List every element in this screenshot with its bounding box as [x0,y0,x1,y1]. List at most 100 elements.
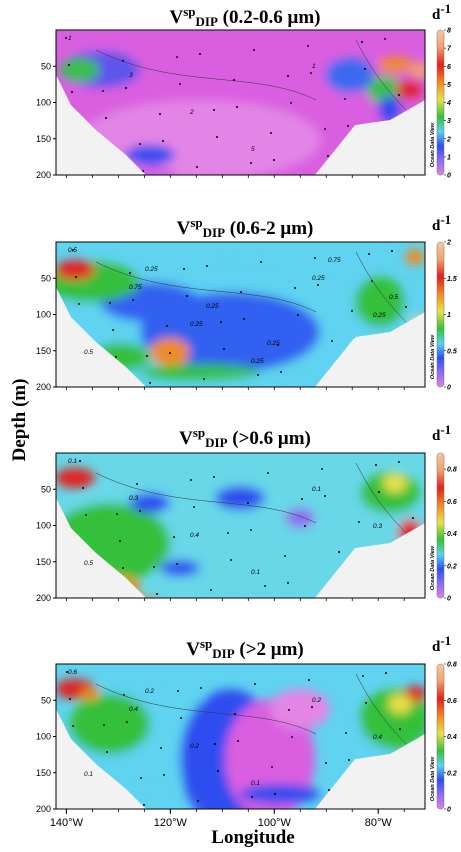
contour-line [95,683,317,735]
station-point [139,143,141,145]
station-point [297,314,299,316]
colorbar-tick-label: 6 [447,64,451,71]
station-point [368,253,370,255]
station-point [179,83,181,85]
field-region [80,688,100,700]
station-point [311,706,313,708]
section-field [56,30,425,175]
station-point [159,113,161,115]
contour-label: 1 [68,35,72,42]
title-sub: DIP [212,646,234,661]
field-region [405,249,425,265]
station-point [358,521,360,523]
contour-label: 5 [251,146,255,153]
y-tick-label: 150 [36,768,51,778]
contour-line [95,472,317,524]
colorbar-tick-label: 1 [447,312,451,319]
colorbar-tick-label: 0.6 [447,698,457,705]
station-point [399,728,401,730]
station-point [216,136,218,138]
unit-label: d-1 [432,212,451,234]
panel-4: VspDIP (>2 μm) d-1 0.6 0.4 0.2 0.1 0.2 0.4 0.1 0.… [36,633,457,829]
contour-label: 0.3 [373,523,382,530]
station-point [257,374,259,376]
station-point [331,340,333,342]
station-point [267,472,269,474]
station-point [227,532,229,534]
contour-label: 0.4 [129,706,138,713]
station-point [65,37,67,39]
station-point [260,261,262,263]
field-region [215,486,265,510]
station-point [162,140,164,142]
title-main: V [177,218,191,239]
contour-label: 0.75 [129,284,142,291]
x-axis-title: Longitude [211,827,294,848]
unit-label: d-1 [432,633,451,655]
panel-3: VspDIP (>0.6 μm) d-1 0.1 0.3 0.4 0.1 0.1 0.3 0.5… [36,422,457,618]
station-point [236,106,238,108]
contour-label: 0.2 [145,688,154,695]
x-tick-label: 80°W [365,817,393,829]
field-region [140,364,260,380]
station-point [200,687,202,689]
station-point [291,736,293,738]
station-point [405,306,407,308]
field-region [325,57,375,93]
station-point [156,593,158,595]
station-point [364,68,366,70]
y-tick-label: 100 [36,732,51,742]
field-region [115,598,165,618]
colorbar [436,663,445,810]
field-region [130,493,170,513]
colorbar-tick-label: 7 [447,46,452,53]
station-point [277,344,279,346]
station-point [122,567,124,569]
contour-label: 0.4 [190,532,199,539]
contour-label: 0.25 [312,275,325,282]
station-point [143,804,145,806]
contour-label: 0.5 [84,560,93,567]
contour-label: 0.2 [312,697,321,704]
station-point [250,529,252,531]
colorbar-tick-label: 1 [447,154,451,161]
panel-title: VspDIP (0.6-2 μm) [177,215,314,240]
station-point [254,683,256,685]
colorbar-tick-label: 3 [447,118,451,125]
station-point [301,498,303,500]
contour-label: 0.1 [251,569,260,576]
station-point [119,540,121,542]
station-point [384,38,386,40]
station-point [385,672,387,674]
field-region [360,689,425,749]
title-main: V [186,639,200,660]
station-point [375,464,377,466]
contour-label: 0.1 [84,771,93,778]
title-main: V [179,428,193,449]
station-point [116,513,118,515]
contour-label: 0.4 [373,734,382,741]
station-point [173,536,175,538]
colorbar-tick-label: 0.8 [447,662,457,669]
title-sub: DIP [196,14,218,29]
station-point [327,155,329,157]
station-point [206,265,208,267]
station-point [102,90,104,92]
contour-label: 0.3 [129,495,138,502]
y-tick-label: 50 [41,484,51,494]
station-point [72,249,74,251]
station-point [328,789,330,791]
ocean-data-view-watermark: Ocean Data View [430,756,436,801]
field-region [70,694,150,754]
station-point [78,303,80,305]
contour-label: 0.6 [68,669,77,676]
station-point [361,41,363,43]
contour-label: 0.25 [190,321,203,328]
station-point [160,747,162,749]
title-rest: (>0.6 μm) [228,428,311,449]
colorbar-tick-label: 2 [446,240,451,247]
colorbar-tick-label: 0.8 [447,467,457,474]
station-point [196,166,198,168]
y-tick-label: 200 [36,382,51,392]
station-point [190,479,192,481]
